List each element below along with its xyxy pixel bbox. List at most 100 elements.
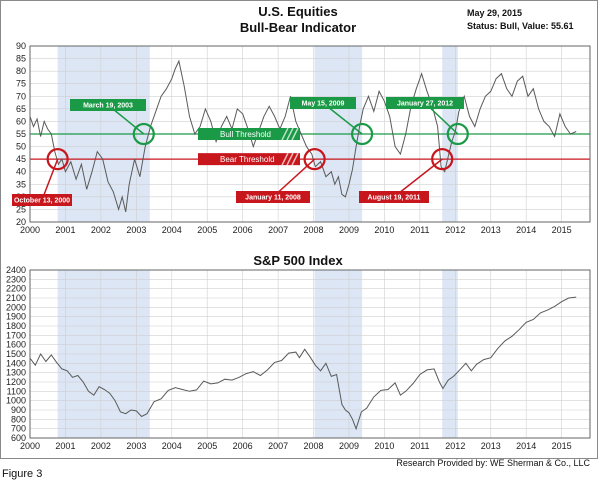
annotation-label-box bbox=[290, 97, 356, 109]
bull-bear-x-tick-label: 2011 bbox=[410, 225, 429, 235]
threshold-banner-label: Bull Threshold bbox=[220, 130, 271, 139]
figure-label: Figure 3 bbox=[2, 468, 43, 480]
bull-bear-x-tick-label: 2013 bbox=[481, 225, 501, 235]
sp500-y-tick-label: 1100 bbox=[7, 386, 26, 396]
bull-bear-x-tick-label: 2010 bbox=[374, 225, 394, 235]
sp500-y-tick-label: 2200 bbox=[6, 284, 26, 294]
annotation-label-box bbox=[70, 99, 146, 111]
threshold-banner: Bull Threshold bbox=[198, 127, 300, 141]
sp500-x-tick-label: 2007 bbox=[268, 441, 288, 451]
bull-bear-panel: 2025303540455055606570758085902000200120… bbox=[12, 41, 591, 235]
sp500-y-tick-label: 2100 bbox=[6, 293, 26, 303]
threshold-banner-bg bbox=[198, 153, 300, 166]
sp500-x-tick-label: 2002 bbox=[91, 441, 111, 451]
annotation-label: May 15, 2009 bbox=[302, 101, 345, 108]
chart-title: U.S. Equities bbox=[258, 4, 337, 19]
sp500-y-tick-label: 1500 bbox=[6, 349, 26, 359]
bull-bear-x-tick-label: 2008 bbox=[304, 225, 324, 235]
bull-bear-y-tick-label: 70 bbox=[16, 91, 26, 101]
threshold-banner-label: Bear Threshold bbox=[220, 155, 275, 164]
threshold-banner-hatch bbox=[281, 127, 289, 141]
annotation-bear: January 11, 2008 bbox=[236, 148, 326, 203]
threshold-banner-hatch bbox=[281, 152, 289, 166]
bull-bear-x-tick-label: 2004 bbox=[162, 225, 182, 235]
annotation-label: January 27, 2012 bbox=[397, 101, 453, 108]
status-date: May 29, 2015 bbox=[467, 8, 522, 18]
annotation-circle bbox=[303, 148, 326, 171]
annotation-label: August 19, 2011 bbox=[368, 195, 421, 202]
annotation-label-box bbox=[236, 191, 310, 203]
sp500-x-tick-label: 2005 bbox=[197, 441, 217, 451]
threshold-banner: Bear Threshold bbox=[198, 152, 300, 166]
bull-bear-y-tick-label: 50 bbox=[16, 142, 26, 152]
threshold-banner-hatch bbox=[286, 127, 294, 141]
annotation-label: January 11, 2008 bbox=[245, 195, 301, 202]
sp500-y-tick-label: 1300 bbox=[6, 368, 26, 378]
sp500-y-tick-label: 600 bbox=[11, 433, 26, 443]
sp500-y-tick-label: 1000 bbox=[6, 396, 26, 406]
sp500-series-line bbox=[29, 296, 577, 431]
bull-bear-y-tick-label: 85 bbox=[16, 54, 26, 64]
annotation-circle bbox=[446, 122, 469, 146]
annotation-connector bbox=[41, 158, 59, 201]
sp500-y-tick-label: 1800 bbox=[6, 321, 26, 331]
bull-bear-y-tick-label: 65 bbox=[16, 104, 26, 114]
bull-bear-y-tick-label: 75 bbox=[16, 79, 26, 89]
threshold-banner-hatch bbox=[286, 152, 294, 166]
annotation-circle bbox=[132, 122, 155, 146]
annotation-label: October 13, 2000 bbox=[14, 198, 70, 205]
sp500-y-tick-label: 2400 bbox=[6, 265, 26, 275]
sp500-y-tick-label: 800 bbox=[11, 414, 26, 424]
bull-bear-x-tick-label: 2012 bbox=[445, 225, 465, 235]
sp500-plot-border bbox=[29, 269, 591, 439]
bull-bear-y-tick-label: 80 bbox=[16, 66, 26, 76]
sp500-x-tick-label: 2015 bbox=[552, 441, 572, 451]
bull-bear-y-tick-label: 40 bbox=[16, 167, 26, 177]
annotation-bull: May 15, 2009 bbox=[290, 97, 374, 146]
bull-bear-series-line bbox=[29, 59, 577, 213]
annotation-circle bbox=[351, 122, 374, 146]
sp500-x-tick-label: 2011 bbox=[410, 441, 429, 451]
bull-bear-y-tick-label: 25 bbox=[16, 204, 26, 214]
bull-bear-y-tick-label: 90 bbox=[16, 41, 26, 51]
sp500-y-tick-label: 2300 bbox=[6, 274, 26, 284]
sp500-y-tick-label: 2000 bbox=[6, 302, 26, 312]
sp500-x-tick-label: 2000 bbox=[20, 441, 40, 451]
bull-bear-plot-border bbox=[29, 45, 591, 223]
annotation-circle bbox=[46, 148, 69, 171]
annotation-bull: January 27, 2012 bbox=[386, 97, 469, 146]
sp500-x-tick-label: 2003 bbox=[126, 441, 146, 451]
sp500-x-tick-label: 2014 bbox=[516, 441, 536, 451]
annotation-label-box bbox=[12, 194, 72, 206]
status-line: Status: Bull, Value: 55.61 bbox=[467, 21, 574, 31]
chart-subtitle: Bull-Bear Indicator bbox=[240, 20, 356, 35]
bull-bear-x-tick-label: 2005 bbox=[197, 225, 217, 235]
annotation-bull: March 19, 2003 bbox=[70, 99, 155, 146]
sp500-y-tick-label: 1400 bbox=[6, 358, 26, 368]
threshold-banner-hatch bbox=[291, 152, 299, 166]
annotation-bear: October 13, 2000 bbox=[12, 148, 72, 206]
annotation-label: March 19, 2003 bbox=[83, 103, 133, 110]
bull-bear-x-tick-label: 2015 bbox=[552, 225, 572, 235]
sp500-x-tick-label: 2006 bbox=[233, 441, 253, 451]
annotation-label-box bbox=[359, 191, 429, 203]
bull-bear-x-tick-label: 2000 bbox=[20, 225, 40, 235]
threshold-banner-bg bbox=[198, 128, 300, 140]
bull-bear-y-tick-label: 60 bbox=[16, 116, 26, 126]
sp500-y-tick-label: 700 bbox=[11, 424, 26, 434]
sp500-y-tick-label: 1700 bbox=[6, 330, 26, 340]
bull-bear-x-tick-label: 2006 bbox=[233, 225, 253, 235]
sp500-y-tick-label: 1200 bbox=[6, 377, 26, 387]
sp500-y-tick-label: 1900 bbox=[6, 312, 26, 322]
bull-bear-x-tick-label: 2014 bbox=[516, 225, 536, 235]
sp500-x-tick-label: 2012 bbox=[445, 441, 465, 451]
sp500-y-tick-label: 900 bbox=[11, 405, 26, 415]
annotation-label-box bbox=[386, 97, 464, 109]
annotation-bear: August 19, 2011 bbox=[359, 148, 454, 203]
bull-bear-y-tick-label: 35 bbox=[16, 179, 26, 189]
sp500-y-tick-label: 1600 bbox=[6, 340, 26, 350]
sp500-x-tick-label: 2004 bbox=[162, 441, 182, 451]
bull-bear-y-tick-label: 55 bbox=[16, 129, 26, 139]
sp500-x-tick-label: 2009 bbox=[339, 441, 359, 451]
